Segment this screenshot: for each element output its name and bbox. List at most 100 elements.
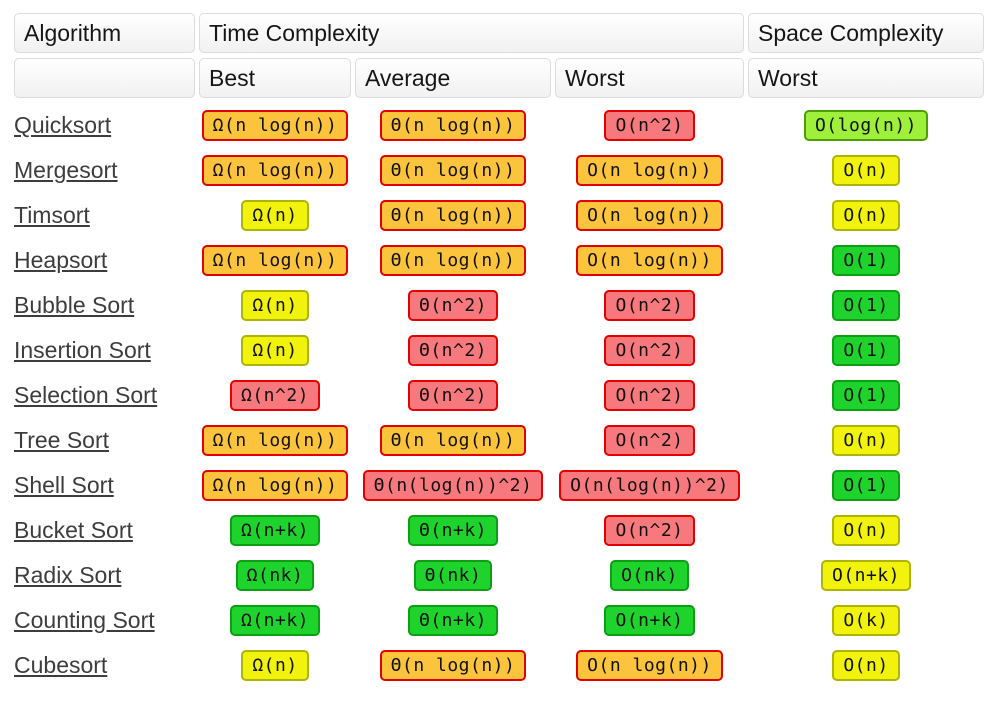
algorithm-link[interactable]: Counting Sort [14,607,155,633]
table-row-algorithm: Cubesort [14,643,195,688]
cell-worst: O(n log(n)) [555,193,744,238]
table-row-algorithm: Counting Sort [14,598,195,643]
cell-worst: O(n log(n)) [555,238,744,283]
cell-best: Ω(n+k) [199,598,351,643]
complexity-badge-average: Θ(n log(n)) [379,425,527,456]
complexity-badge-average: Θ(n log(n)) [379,200,527,231]
complexity-badge-worst: O(n^2) [604,515,695,546]
table-row-algorithm: Timsort [14,193,195,238]
complexity-badge-best: Ω(n^2) [229,380,321,411]
complexity-badge-best: Ω(n) [241,200,309,231]
complexity-badge-average: Θ(nk) [413,560,493,591]
cell-best: Ω(n) [199,643,351,688]
complexity-badge-best: Ω(n) [241,650,309,681]
complexity-badge-best: Ω(nk) [235,560,315,591]
header-worst-space: Worst [748,58,984,98]
table-row-algorithm: Bucket Sort [14,508,195,553]
complexity-badge-average: Θ(n log(n)) [379,245,527,276]
complexity-badge-space: O(log(n)) [803,110,929,141]
cell-space: O(n+k) [748,553,984,598]
cell-space: O(n) [748,193,984,238]
complexity-badge-space: O(1) [832,290,900,321]
cell-average: Θ(n^2) [355,373,551,418]
complexity-badge-best: Ω(n log(n)) [201,110,349,141]
complexity-badge-space: O(k) [832,605,900,636]
complexity-badge-average: Θ(n(log(n))^2) [362,470,544,501]
cell-space: O(n) [748,643,984,688]
table-row-algorithm: Tree Sort [14,418,195,463]
algorithm-link[interactable]: Cubesort [14,652,108,678]
algorithm-link[interactable]: Heapsort [14,247,108,273]
complexity-badge-best: Ω(n log(n)) [201,470,349,501]
complexity-badge-worst: O(n log(n)) [576,245,723,276]
algorithm-link[interactable]: Quicksort [14,112,112,138]
complexity-badge-worst: O(n^2) [604,110,695,141]
cell-space: O(k) [748,598,984,643]
table-row-algorithm: Quicksort [14,103,195,148]
complexity-badge-space: O(n) [832,200,900,231]
table-row-algorithm: Shell Sort [14,463,195,508]
complexity-badge-worst: O(n(log(n))^2) [559,470,740,501]
complexity-badge-space: O(1) [832,335,900,366]
cell-average: Θ(n log(n)) [355,148,551,193]
cell-best: Ω(n log(n)) [199,463,351,508]
header-algorithm: Algorithm [14,13,195,53]
header-space-complexity: Space Complexity [748,13,984,53]
complexity-badge-worst: O(n log(n)) [576,650,723,681]
header-empty-cell [14,58,195,98]
cell-best: Ω(n log(n)) [199,103,351,148]
complexity-badge-worst: O(n^2) [604,335,695,366]
cell-average: Θ(n log(n)) [355,103,551,148]
cell-best: Ω(n) [199,193,351,238]
complexity-badge-space: O(n) [832,155,900,186]
cell-worst: O(n log(n)) [555,148,744,193]
complexity-badge-average: Θ(n+k) [407,605,499,636]
cell-best: Ω(n log(n)) [199,238,351,283]
cell-space: O(n) [748,148,984,193]
algorithm-link[interactable]: Bubble Sort [14,292,135,318]
cell-worst: O(n^2) [555,418,744,463]
cell-worst: O(n^2) [555,103,744,148]
complexity-badge-best: Ω(n log(n)) [201,425,349,456]
cell-best: Ω(n^2) [199,373,351,418]
complexity-badge-worst: O(n+k) [604,605,695,636]
header-best: Best [199,58,351,98]
cell-average: Θ(n log(n)) [355,643,551,688]
header-worst-time: Worst [555,58,744,98]
table-row-algorithm: Mergesort [14,148,195,193]
algorithm-link[interactable]: Timsort [14,202,90,228]
complexity-badge-worst: O(n^2) [604,380,695,411]
cell-average: Θ(n+k) [355,508,551,553]
complexity-badge-average: Θ(n log(n)) [379,650,527,681]
algorithm-link[interactable]: Mergesort [14,157,118,183]
complexity-badge-worst: O(n^2) [604,290,695,321]
cell-space: O(n) [748,508,984,553]
algorithm-link[interactable]: Tree Sort [14,427,110,453]
algorithm-link[interactable]: Shell Sort [14,472,114,498]
complexity-badge-average: Θ(n+k) [407,515,499,546]
complexity-badge-average: Θ(n^2) [407,380,499,411]
table-row-algorithm: Insertion Sort [14,328,195,373]
complexity-badge-average: Θ(n log(n)) [379,110,527,141]
algorithm-link[interactable]: Selection Sort [14,382,158,408]
complexity-badge-space: O(n+k) [820,560,912,591]
complexity-badge-average: Θ(n^2) [407,335,499,366]
complexity-badge-average: Θ(n log(n)) [379,155,527,186]
algorithm-link[interactable]: Bucket Sort [14,517,133,543]
cell-average: Θ(nk) [355,553,551,598]
complexity-badge-worst: O(n^2) [604,425,695,456]
algorithm-link[interactable]: Insertion Sort [14,337,151,363]
complexity-badge-best: Ω(n) [241,290,309,321]
cell-worst: O(n log(n)) [555,643,744,688]
cell-worst: O(n+k) [555,598,744,643]
table-row-algorithm: Selection Sort [14,373,195,418]
algorithm-link[interactable]: Radix Sort [14,562,122,588]
complexity-badge-best: Ω(n+k) [229,515,321,546]
complexity-badge-space: O(n) [832,650,900,681]
complexity-badge-best: Ω(n+k) [229,605,321,636]
cell-average: Θ(n log(n)) [355,238,551,283]
cell-average: Θ(n^2) [355,283,551,328]
cell-best: Ω(n+k) [199,508,351,553]
cell-worst: O(n^2) [555,508,744,553]
cell-space: O(1) [748,283,984,328]
